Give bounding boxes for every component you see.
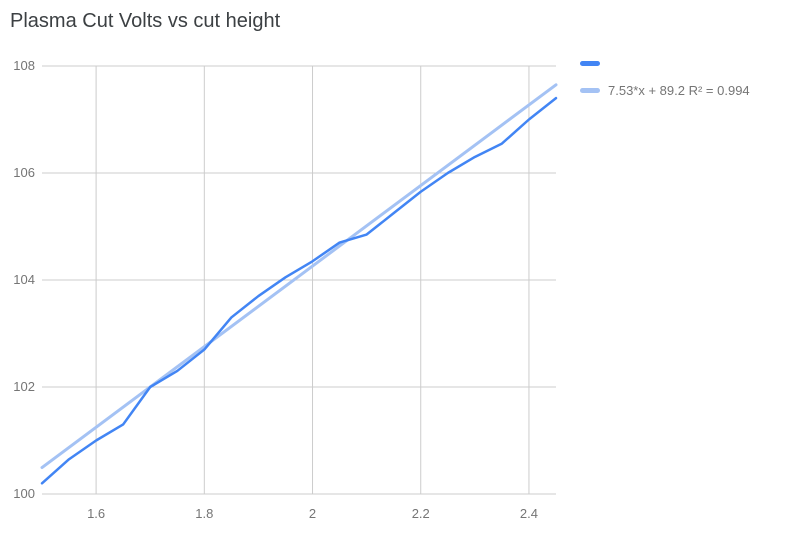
x-tick-label: 2.4 bbox=[520, 506, 538, 521]
y-tick-label: 100 bbox=[13, 486, 35, 501]
x-tick-label: 1.6 bbox=[87, 506, 105, 521]
trendline bbox=[40, 83, 558, 470]
legend-item-trendline: 7.53*x + 89.2 R² = 0.994 bbox=[580, 82, 750, 98]
legend-item-series bbox=[580, 56, 750, 70]
chart-title: Plasma Cut Volts vs cut height bbox=[10, 10, 281, 32]
x-tick-label: 2.2 bbox=[412, 506, 430, 521]
y-tick-label: 106 bbox=[13, 165, 35, 180]
legend: 7.53*x + 89.2 R² = 0.994 bbox=[580, 56, 750, 98]
series-swatch bbox=[580, 60, 600, 66]
trendline-swatch bbox=[580, 87, 600, 93]
y-tick-label: 108 bbox=[13, 58, 35, 73]
y-tick-label: 102 bbox=[13, 379, 35, 394]
legend-label-trendline: 7.53*x + 89.2 R² = 0.994 bbox=[608, 82, 750, 98]
y-tick-label: 104 bbox=[13, 272, 35, 287]
x-tick-label: 1.8 bbox=[195, 506, 213, 521]
x-tick-label: 2 bbox=[309, 506, 316, 521]
series-line bbox=[40, 96, 558, 485]
